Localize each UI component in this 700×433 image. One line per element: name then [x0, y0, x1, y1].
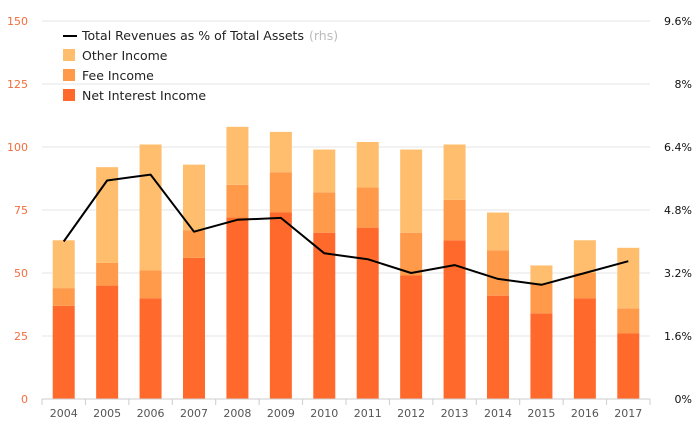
- bar-segment: [573, 298, 596, 399]
- legend-label-rhs-note: (rhs): [309, 28, 338, 43]
- legend: Total Revenues as % of Total Assets (rhs…: [63, 28, 338, 103]
- y-tick-label-right: 8%: [675, 78, 692, 91]
- bar-segment: [183, 164, 205, 231]
- bar-segment: [183, 257, 205, 399]
- x-tick-label: 2011: [354, 407, 382, 420]
- bar-segment: [530, 313, 553, 399]
- bar-segment: [226, 217, 249, 399]
- y-tick-label-right: 1.6%: [664, 330, 692, 343]
- y-tick-label-left: 50: [14, 267, 28, 280]
- bar-segment: [487, 295, 509, 399]
- x-axis: 2004 2005 2006 2007 2008 2009 2010 2011 2012 2013…: [41, 398, 651, 420]
- bar-segment: [96, 285, 119, 399]
- x-tick-label: 2005: [93, 407, 121, 420]
- y-tick-label-left: 25: [14, 330, 28, 343]
- bar-segment: [400, 275, 423, 399]
- right-axis-ticks: 0% 1.6% 3.2% 4.8% 6.4% 8% 9.6%: [664, 15, 692, 406]
- y-tick-label-right: 4.8%: [664, 204, 692, 217]
- y-tick-label-left: 150: [7, 15, 28, 28]
- x-tick-label: 2017: [614, 407, 642, 420]
- x-tick-label: 2016: [571, 407, 599, 420]
- bar-segment: [52, 240, 75, 289]
- bar-segment: [530, 283, 553, 314]
- legend-label-revenue-ratio: Total Revenues as % of Total Assets: [81, 28, 304, 43]
- x-tick-label: 2009: [267, 407, 295, 420]
- bar-segment: [96, 167, 119, 263]
- y-tick-label-left: 125: [7, 78, 28, 91]
- bar-segment: [573, 273, 596, 299]
- bar-segment: [487, 212, 509, 251]
- y-tick-label-right: 9.6%: [664, 15, 692, 28]
- bar-segment: [356, 187, 379, 228]
- left-axis-ticks: 0 25 50 75 100 125 150: [7, 15, 28, 406]
- bar-segment: [400, 232, 423, 276]
- bar-segment: [443, 144, 466, 200]
- x-tick-label: 2008: [223, 407, 251, 420]
- bar-segment: [487, 250, 509, 296]
- x-tick-label: 2004: [50, 407, 78, 420]
- bar-segment: [313, 192, 336, 233]
- x-tick-label: 2012: [397, 407, 425, 420]
- x-tick-label: 2013: [441, 407, 469, 420]
- stacked-bars: [52, 126, 640, 399]
- bar-segment: [356, 141, 379, 188]
- bar-segment: [400, 149, 423, 233]
- legend-swatch-other-income: [63, 49, 75, 61]
- bar-segment: [573, 240, 596, 273]
- bar-segment: [617, 308, 640, 334]
- y-tick-label-left: 75: [14, 204, 28, 217]
- y-tick-label-left: 0: [21, 393, 28, 406]
- bar-segment: [269, 212, 292, 399]
- bar-segment: [52, 288, 75, 306]
- y-tick-label-right: 0%: [675, 393, 692, 406]
- bar-segment: [356, 227, 379, 399]
- bar-segment: [530, 265, 553, 284]
- legend-label-fee-income: Fee Income: [82, 68, 154, 83]
- y-tick-label-right: 3.2%: [664, 267, 692, 280]
- legend-swatch-fee-income: [63, 69, 75, 81]
- bar-segment: [226, 184, 249, 218]
- bar-segment: [139, 298, 162, 399]
- bar-segment: [183, 230, 205, 258]
- bar-segment: [313, 232, 336, 399]
- bar-segment: [269, 172, 292, 213]
- y-tick-label-left: 100: [7, 141, 28, 154]
- bar-segment: [617, 247, 640, 309]
- bar-segment: [96, 262, 119, 286]
- bar-segment: [139, 144, 162, 271]
- revenue-ratio-line: [62, 173, 629, 286]
- legend-label-other-income: Other Income: [82, 48, 168, 63]
- bar-segment: [269, 131, 292, 173]
- y-tick-label-right: 6.4%: [664, 141, 692, 154]
- bar-segment: [617, 333, 640, 399]
- bar-segment: [139, 270, 162, 299]
- bar-segment: [226, 126, 249, 185]
- x-tick-label: 2006: [137, 407, 165, 420]
- x-tick-label: 2015: [527, 407, 555, 420]
- revenue-ratio-line-group: [62, 173, 629, 286]
- bar-segment: [313, 149, 336, 193]
- bar-segment: [52, 305, 75, 399]
- bar-segment: [443, 199, 466, 241]
- bar-segment: [443, 240, 466, 399]
- x-tick-label: 2007: [180, 407, 208, 420]
- x-tick-label: 2014: [484, 407, 512, 420]
- x-tick-label: 2010: [310, 407, 338, 420]
- legend-label-net-interest-income: Net Interest Income: [82, 88, 206, 103]
- legend-swatch-net-interest-income: [63, 89, 75, 101]
